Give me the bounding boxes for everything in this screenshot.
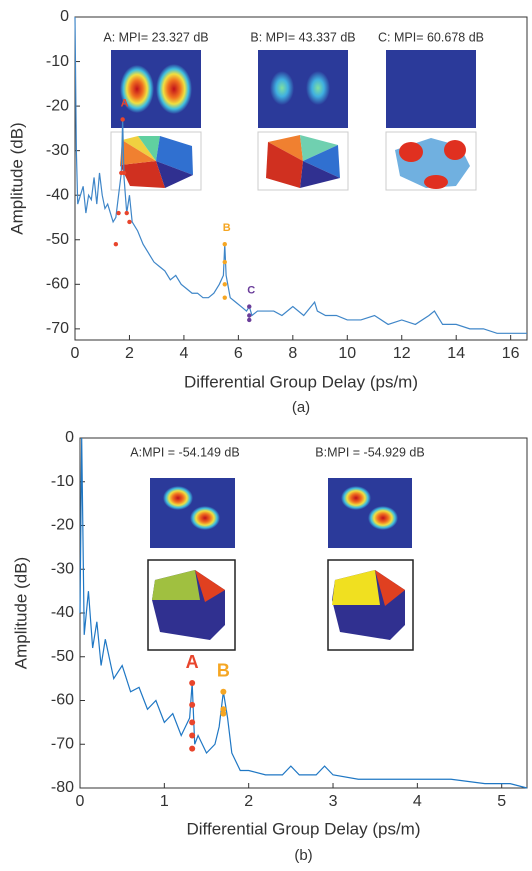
x-tick-label: 14 <box>447 345 465 362</box>
y-tick-label: -10 <box>46 53 69 70</box>
x-tick-label: 1 <box>160 793 169 810</box>
peak-marker <box>223 260 227 264</box>
x-tick-label: 2 <box>125 345 134 362</box>
x-tick-label: 12 <box>393 345 411 362</box>
peak-marker <box>223 282 227 286</box>
peak-label: A <box>121 97 129 109</box>
peak-marker <box>122 171 126 175</box>
peak-marker <box>189 746 195 752</box>
peak-label: C <box>247 284 255 296</box>
peak-marker <box>220 689 226 695</box>
y-axis-title: Amplitude (dB) <box>7 122 26 234</box>
peak-marker <box>247 304 251 308</box>
peak-marker <box>127 220 131 224</box>
y-tick-label: -10 <box>51 473 74 490</box>
x-tick-label: 0 <box>76 793 85 810</box>
peak-marker <box>223 242 227 246</box>
x-tick-label: 8 <box>288 345 297 362</box>
peak-marker <box>125 211 129 215</box>
y-tick-label: -20 <box>46 97 69 114</box>
x-tick-label: 3 <box>329 793 338 810</box>
inset-label: C: MPI= 60.678 dB <box>378 30 484 44</box>
figure: 0-10-20-30-40-50-60-700246810121416Diffe… <box>0 0 532 866</box>
inset-label: A: MPI= 23.327 dB <box>103 30 208 44</box>
y-tick-label: 0 <box>60 8 69 25</box>
plot-frame <box>80 438 527 788</box>
y-tick-label: -50 <box>46 231 69 248</box>
peak-marker <box>189 719 195 725</box>
peak-marker <box>247 313 251 317</box>
y-axis-title: Amplitude (dB) <box>11 557 30 669</box>
x-tick-label: 10 <box>338 345 356 362</box>
y-tick-label: -60 <box>51 692 74 709</box>
peak-marker <box>114 242 118 246</box>
x-tick-label: 6 <box>234 345 243 362</box>
y-tick-label: -30 <box>46 142 69 159</box>
peak-marker <box>120 117 124 121</box>
x-tick-label: 2 <box>244 793 253 810</box>
y-tick-label: -20 <box>51 517 74 534</box>
peak-label: B <box>223 222 231 234</box>
y-tick-label: -50 <box>51 648 74 665</box>
x-tick-label: 0 <box>71 345 80 362</box>
x-axis-title: Differential Group Delay (ps/m) <box>187 819 421 838</box>
y-tick-label: -70 <box>51 735 74 752</box>
x-tick-label: 5 <box>497 793 506 810</box>
x-tick-label: 16 <box>502 345 520 362</box>
peak-marker <box>189 702 195 708</box>
panel-label: (b) <box>294 847 312 864</box>
peak-label: A <box>186 652 199 672</box>
y-tick-label: -70 <box>46 320 69 337</box>
peak-marker <box>220 711 226 717</box>
inset-label: A:MPI = -54.149 dB <box>130 445 239 459</box>
peak-marker <box>223 295 227 299</box>
peak-marker <box>116 211 120 215</box>
panel-label: (a) <box>292 399 310 416</box>
x-tick-label: 4 <box>413 793 422 810</box>
inset-label: B:MPI = -54.929 dB <box>315 445 424 459</box>
inset-label: B: MPI= 43.337 dB <box>250 30 355 44</box>
y-tick-label: -30 <box>51 560 74 577</box>
y-tick-label: -60 <box>46 276 69 293</box>
peak-marker <box>247 318 251 322</box>
peak-marker <box>189 680 195 686</box>
y-tick-label: -80 <box>51 779 74 796</box>
y-tick-label: -40 <box>51 604 74 621</box>
x-axis-title: Differential Group Delay (ps/m) <box>184 372 418 391</box>
y-tick-label: 0 <box>65 429 74 446</box>
peak-label: B <box>217 661 230 681</box>
line <box>80 438 527 788</box>
peak-marker <box>189 733 195 739</box>
x-tick-label: 4 <box>179 345 188 362</box>
y-tick-label: -40 <box>46 186 69 203</box>
